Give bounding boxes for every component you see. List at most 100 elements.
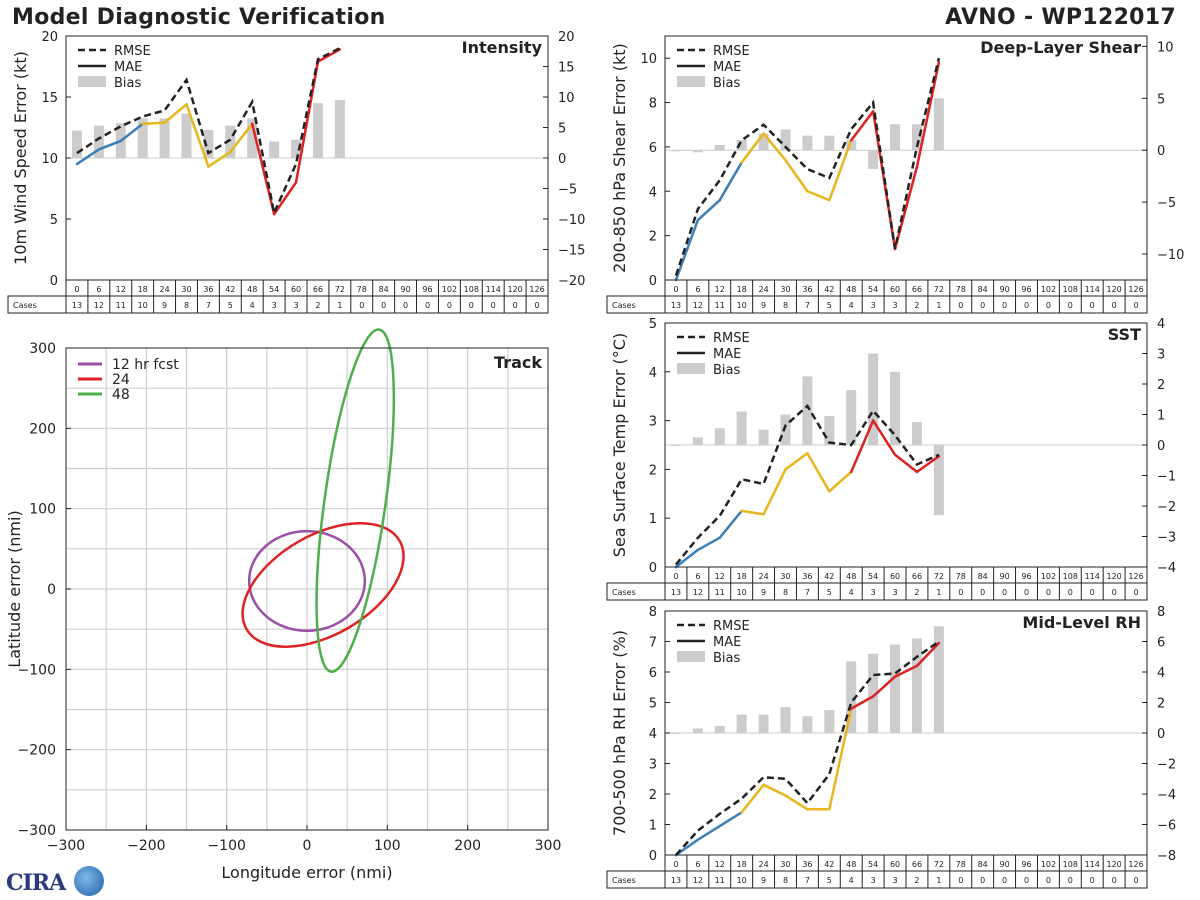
deep-layer-shear-mae-segment: [806, 190, 831, 202]
mid-level-rh-case-count: 13: [671, 876, 681, 885]
mid-level-rh-bias-bar: [933, 626, 944, 733]
mid-level-rh-bias-bar: [824, 710, 835, 733]
intensity-case-count: 4: [250, 301, 255, 310]
track-xtick-label: −300: [47, 838, 85, 854]
deep-layer-shear-bias-bar: [758, 133, 769, 151]
deep-layer-shear-ylabel: 200-850 hPa Shear Error (kt): [610, 43, 629, 273]
mid-level-rh-mae-segment: [740, 783, 765, 814]
mid-level-rh-leadtime-label: 78: [956, 860, 966, 869]
deep-layer-shear-cases-label: Cases: [612, 301, 636, 310]
intensity-leadtime-label: 60: [291, 285, 301, 294]
mid-level-rh-case-count: 11: [715, 876, 725, 885]
intensity-case-count: 5: [228, 301, 233, 310]
deep-layer-shear-ytick-label: 2: [649, 230, 657, 245]
intensity-case-count: 0: [381, 301, 386, 310]
storm-id: AVNO - WP122017: [945, 5, 1176, 30]
track-xtick-label: 0: [303, 838, 312, 854]
sst-y2tick-label: −4: [1157, 561, 1176, 576]
mid-level-rh-case-count: 0: [1112, 876, 1117, 885]
deep-layer-shear-bias-bar: [933, 98, 944, 151]
deep-layer-shear-case-count: 12: [693, 301, 703, 310]
sst-case-count: 0: [980, 588, 985, 597]
deep-layer-shear-leadtime-label: 84: [978, 285, 988, 294]
intensity-mae-segment: [250, 122, 276, 216]
sst-mae-segment: [893, 453, 919, 474]
mid-level-rh-legend-mae-label: MAE: [713, 635, 741, 650]
sst-leadtime-label: 54: [868, 572, 878, 581]
intensity-y2tick-label: −20: [558, 274, 585, 289]
mid-level-rh-leadtime-label: 114: [1085, 860, 1100, 869]
sst-legend-rmse-label: RMSE: [713, 331, 750, 346]
mid-level-rh-ylabel: 700-500 hPa RH Error (%): [610, 630, 629, 836]
mid-level-rh-cases-label: Cases: [612, 876, 636, 885]
sst-leadtime-label: 48: [846, 572, 856, 581]
intensity-leadtime-label: 6: [96, 285, 101, 294]
deep-layer-shear-case-count: 3: [892, 301, 897, 310]
intensity-leadtime-label: 84: [379, 285, 389, 294]
cira-globe-icon: [74, 866, 104, 896]
sst-leadtime-label: 120: [1106, 572, 1121, 581]
deep-layer-shear-bias-bar: [824, 135, 835, 151]
sst-ytick-label: 3: [649, 415, 657, 430]
deep-layer-shear-leadtime-label: 126: [1128, 285, 1143, 294]
mid-level-rh-mae-segment: [849, 695, 875, 710]
deep-layer-shear-case-count: 0: [1068, 301, 1073, 310]
sst-bias-bar: [824, 416, 835, 445]
mid-level-rh-y2tick-label: 4: [1157, 666, 1165, 681]
sst-y2tick-label: −3: [1157, 531, 1176, 546]
sst-bias-bar: [933, 445, 944, 516]
sst-y2tick-label: 2: [1157, 378, 1165, 393]
sst-leadtime-label: 84: [978, 572, 988, 581]
intensity-ytick-label: 10: [41, 152, 58, 167]
intensity-leadtime-label: 66: [313, 285, 323, 294]
intensity-leadtime-label: 90: [400, 285, 410, 294]
cira-logo: CIRA: [4, 866, 106, 898]
sst-y2tick-label: 1: [1157, 409, 1165, 424]
deep-layer-shear-leadtime-label: 102: [1041, 285, 1056, 294]
intensity-bias-bar: [269, 141, 280, 158]
mid-level-rh-ytick-label: 0: [649, 849, 657, 864]
intensity-legend-bias-label: Bias: [114, 76, 141, 91]
sst-case-count: 3: [871, 588, 876, 597]
deep-layer-shear-legend-bias-swatch: [677, 76, 705, 87]
deep-layer-shear-ytick-label: 8: [649, 97, 657, 112]
sst-leadtime-label: 108: [1063, 572, 1078, 581]
mid-level-rh-mae-segment: [762, 783, 787, 797]
deep-layer-shear-mae-segment: [718, 161, 743, 202]
mid-level-rh-bias-bar: [802, 716, 813, 733]
intensity-case-count: 3: [293, 301, 298, 310]
sst-leadtime-label: 36: [802, 572, 812, 581]
deep-layer-shear-case-count: 3: [871, 301, 876, 310]
sst-bias-bar: [758, 429, 769, 445]
intensity-legend-bias-swatch: [78, 76, 106, 87]
intensity-case-count: 8: [184, 301, 189, 310]
intensity-mae-segment: [185, 103, 210, 168]
sst-bias-bar: [736, 411, 747, 445]
deep-layer-shear-bias-bar: [714, 145, 725, 151]
mid-level-rh-cases-header-cell: [606, 870, 666, 889]
mid-level-rh-bias-bar: [736, 714, 747, 733]
intensity-y2tick-label: 5: [558, 122, 566, 137]
sst-mae-segment: [674, 548, 700, 569]
sst-mae-segment: [718, 509, 743, 539]
intensity-mae-segment: [141, 121, 166, 126]
sst-case-count: 13: [671, 588, 681, 597]
mid-level-rh-case-count: 3: [892, 876, 897, 885]
mid-level-rh-leadtime-label: 6: [695, 860, 700, 869]
intensity-case-count: 1: [337, 301, 342, 310]
intensity-ylabel: 10m Wind Speed Error (kt): [11, 51, 30, 265]
intensity-leadtime-label: 42: [225, 285, 235, 294]
deep-layer-shear-case-count: 7: [805, 301, 810, 310]
mid-level-rh-y2tick-label: −8: [1157, 849, 1176, 864]
deep-layer-shear-case-count: 0: [1002, 301, 1007, 310]
deep-layer-shear-y2tick-label: 5: [1157, 92, 1165, 107]
track-ytick-label: −200: [18, 743, 56, 759]
intensity-case-count: 7: [206, 301, 211, 310]
sst-case-count: 0: [1133, 588, 1138, 597]
deep-layer-shear-bias-bar: [890, 124, 901, 151]
deep-layer-shear-bias-bar: [736, 139, 747, 151]
mid-level-rh-title: Mid-Level RH: [1022, 613, 1141, 632]
intensity-bias-bar: [137, 118, 148, 158]
sst-case-count: 0: [1068, 588, 1073, 597]
mid-level-rh-legend-rmse-label: RMSE: [713, 619, 750, 634]
